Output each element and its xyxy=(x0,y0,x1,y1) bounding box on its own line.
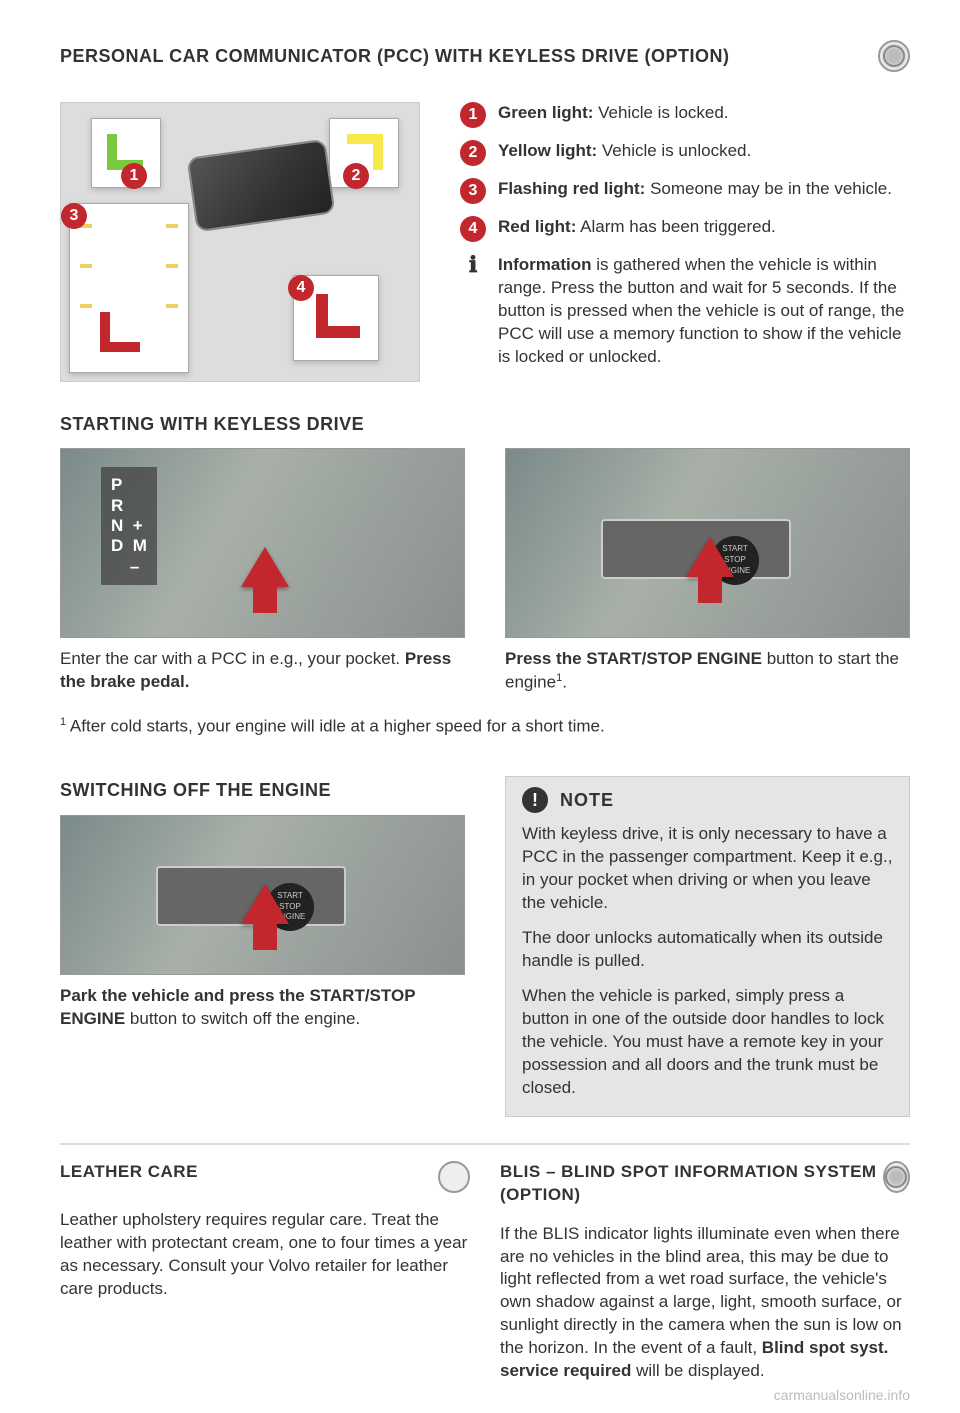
caption-text: . xyxy=(562,673,567,692)
red-corner-icon xyxy=(100,312,140,352)
start-button-photo xyxy=(505,448,910,638)
legend-badge: 4 xyxy=(460,216,486,242)
note-header: ! NOTE xyxy=(522,777,893,823)
caption-text: Enter the car with a PCC in e.g., your p… xyxy=(60,649,405,668)
footnote-text: After cold starts, your engine will idle… xyxy=(66,716,605,735)
info-text: Information is gathered when the vehicle… xyxy=(498,254,910,369)
brake-pedal-photo: P R N + D M – xyxy=(60,448,465,638)
bottom-row: LEATHER CARE Leather upholstery requires… xyxy=(60,1161,910,1383)
switch-off-photo xyxy=(60,815,465,975)
flash-dash xyxy=(80,304,92,308)
caption-bold: Press the START/STOP ENGINE xyxy=(505,649,762,668)
note-column: ! NOTE With keyless drive, it is only ne… xyxy=(505,748,910,1116)
start-caption: Press the START/STOP ENGINE button to st… xyxy=(505,648,910,695)
legend-column: 1 Green light: Vehicle is locked. 2 Yell… xyxy=(460,102,910,382)
leather-header: LEATHER CARE xyxy=(60,1161,470,1193)
brake-caption: Enter the car with a PCC in e.g., your p… xyxy=(60,648,465,694)
note-paragraph: When the vehicle is parked, simply press… xyxy=(522,985,893,1100)
flash-dash xyxy=(166,224,178,228)
note-paragraph: With keyless drive, it is only necessary… xyxy=(522,823,893,915)
page: PERSONAL CAR COMMUNICATOR (PCC) WITH KEY… xyxy=(0,0,960,1413)
footnote: 1 After cold starts, your engine will id… xyxy=(60,715,910,739)
legend-text: Green light: Vehicle is locked. xyxy=(498,102,910,125)
callout-badge-1: 1 xyxy=(121,163,147,189)
legend-item: 2 Yellow light: Vehicle is unlocked. xyxy=(460,140,910,166)
blis-section: BLIS – BLIND SPOT INFORMATION SYSTEM (OP… xyxy=(500,1161,910,1383)
page-title: PERSONAL CAR COMMUNICATOR (PCC) WITH KEY… xyxy=(60,44,730,68)
info-icon: ℹ xyxy=(460,254,486,276)
legend-item: 4 Red light: Alarm has been triggered. xyxy=(460,216,910,242)
pcc-section: 1 2 3 4 1 Green light: Vehicle is locked… xyxy=(60,102,910,382)
flash-dash xyxy=(166,304,178,308)
legend-badge: 3 xyxy=(460,178,486,204)
legend-badge: 1 xyxy=(460,102,486,128)
switch-off-caption: Park the vehicle and press the START/STO… xyxy=(60,985,465,1031)
callout-badge-4: 4 xyxy=(288,275,314,301)
note-paragraph: The door unlocks automatically when its … xyxy=(522,927,893,973)
exclamation-icon: ! xyxy=(522,787,548,813)
starting-right: Press the START/STOP ENGINE button to st… xyxy=(505,448,910,695)
leather-care-icon xyxy=(438,1161,470,1193)
switching-row: SWITCHING OFF THE ENGINE Park the vehicl… xyxy=(60,748,910,1116)
blis-header: BLIS – BLIND SPOT INFORMATION SYSTEM (OP… xyxy=(500,1161,910,1207)
pcc-diagram: 1 2 3 4 xyxy=(60,102,420,382)
flash-dash xyxy=(166,264,178,268)
pcc-diagram-wrap: 1 2 3 4 xyxy=(60,102,420,382)
starting-left: P R N + D M – Enter the car with a PCC i… xyxy=(60,448,465,695)
up-arrow-icon xyxy=(241,884,289,924)
legend-text: Flashing red light: Someone may be in th… xyxy=(498,178,910,201)
leather-title: LEATHER CARE xyxy=(60,1161,198,1184)
caption-text: button to switch off the engine. xyxy=(125,1009,360,1028)
flashing-red-panel xyxy=(69,203,189,373)
callout-badge-3: 3 xyxy=(61,203,87,229)
legend-text: Yellow light: Vehicle is unlocked. xyxy=(498,140,910,163)
divider xyxy=(60,1143,910,1145)
watermark: carmanualsonline.info xyxy=(774,1386,910,1405)
flash-dash xyxy=(80,264,92,268)
switching-title: SWITCHING OFF THE ENGINE xyxy=(60,778,465,802)
blis-body: If the BLIS indicator lights illuminate … xyxy=(500,1223,910,1384)
leather-section: LEATHER CARE Leather upholstery requires… xyxy=(60,1161,470,1383)
starting-row: P R N + D M – Enter the car with a PCC i… xyxy=(60,448,910,695)
header-row: PERSONAL CAR COMMUNICATOR (PCC) WITH KEY… xyxy=(60,40,910,72)
note-title: NOTE xyxy=(560,788,614,812)
note-box: ! NOTE With keyless drive, it is only ne… xyxy=(505,776,910,1116)
up-arrow-icon xyxy=(241,547,289,587)
legend-info-item: ℹ Information is gathered when the vehic… xyxy=(460,254,910,369)
pcc-remote-illustration xyxy=(186,139,335,233)
arrow-stem xyxy=(698,577,722,603)
blis-title: BLIS – BLIND SPOT INFORMATION SYSTEM (OP… xyxy=(500,1161,883,1207)
legend-item: 1 Green light: Vehicle is locked. xyxy=(460,102,910,128)
gear-indicator: P R N + D M – xyxy=(101,467,157,585)
up-arrow-icon xyxy=(686,537,734,577)
steering-wheel-icon xyxy=(878,40,910,72)
steering-wheel-icon xyxy=(883,1161,910,1193)
blis-text: will be displayed. xyxy=(631,1361,764,1380)
arrow-stem xyxy=(253,587,277,613)
legend-list: 1 Green light: Vehicle is locked. 2 Yell… xyxy=(460,102,910,369)
leather-body: Leather upholstery requires regular care… xyxy=(60,1209,470,1301)
legend-badge: 2 xyxy=(460,140,486,166)
arrow-stem xyxy=(253,924,277,950)
starting-title: STARTING WITH KEYLESS DRIVE xyxy=(60,412,910,436)
callout-badge-2: 2 xyxy=(343,163,369,189)
legend-text: Red light: Alarm has been triggered. xyxy=(498,216,910,239)
legend-item: 3 Flashing red light: Someone may be in … xyxy=(460,178,910,204)
switching-left: SWITCHING OFF THE ENGINE Park the vehicl… xyxy=(60,748,465,1030)
